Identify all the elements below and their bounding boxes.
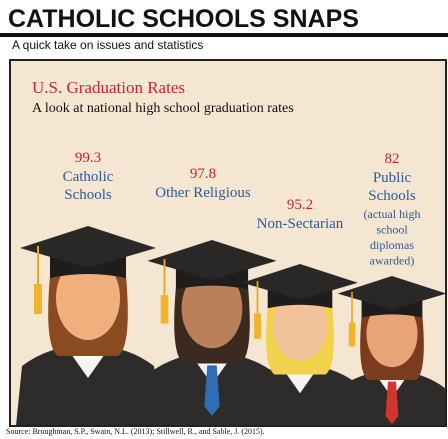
panel-subtitle: A look at national high school graduatio…	[32, 101, 294, 116]
header-subtitle: A quick take on issues and statistics	[12, 38, 203, 52]
group-value: 95.2	[287, 197, 313, 213]
page: CATHOLIC SCHOOLS SNAPS A quick take on i…	[0, 0, 448, 439]
group-value: 97.8	[190, 166, 216, 182]
group-label: awarded)	[370, 254, 415, 268]
group-label: diplomas	[370, 238, 414, 252]
group-value: 99.3	[75, 150, 101, 166]
group-label: Catholic	[63, 169, 114, 185]
group-value: 82	[385, 151, 400, 167]
header-title: CATHOLIC SCHOOLS SNAPS	[8, 5, 359, 33]
group-label: Schools	[64, 187, 112, 203]
header-rule	[0, 33, 448, 37]
group-label: Public	[373, 170, 412, 186]
group-label: Non-Sectarian	[257, 216, 344, 232]
group-label: (actual high	[364, 207, 421, 221]
source: Source: Broughman, S.P., Swain, N.L. (20…	[6, 427, 265, 436]
group-label: Schools	[368, 188, 416, 204]
group-label: school	[376, 223, 408, 237]
group-label: Other Religious	[155, 185, 251, 201]
panel-title: U.S. Graduation Rates	[32, 78, 185, 97]
